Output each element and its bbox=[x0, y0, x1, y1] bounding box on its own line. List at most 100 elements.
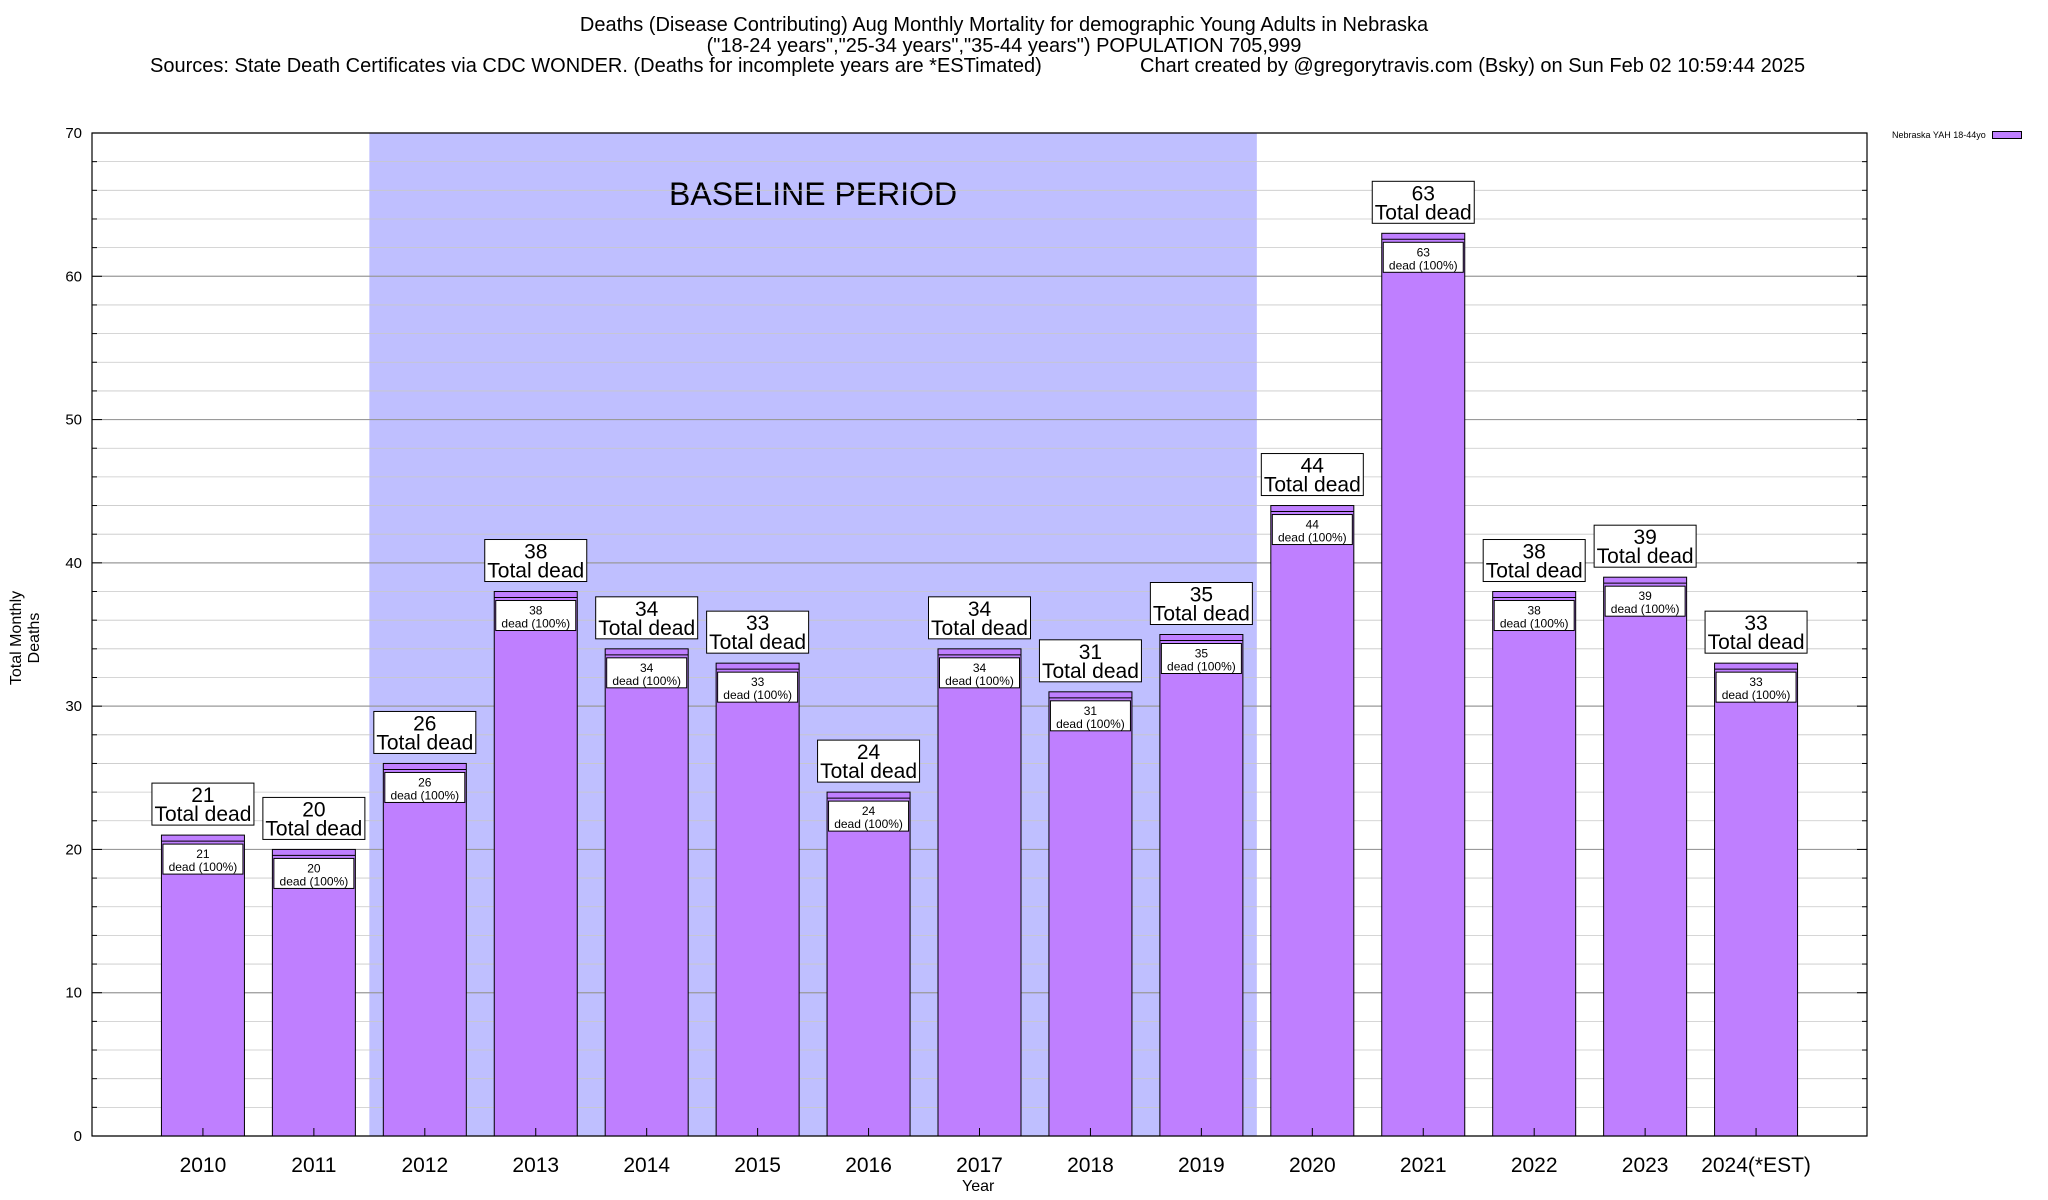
bar-total-label-box bbox=[262, 796, 366, 840]
bar-inner-label-box bbox=[1382, 241, 1464, 273]
bar-2013 bbox=[493, 591, 578, 1137]
bar-inner-value: 33 bbox=[751, 675, 765, 689]
x-tick-label: 2019 bbox=[1178, 1154, 1225, 1177]
bar-total-label: Total dead bbox=[1708, 631, 1805, 654]
bar-2011 bbox=[271, 848, 356, 1137]
chart-source-note: Sources: State Death Certificates via CD… bbox=[150, 55, 1042, 77]
bar-total-value: 35 bbox=[1190, 584, 1213, 607]
bar-inner-percent: dead (100%) bbox=[390, 788, 459, 802]
bar-inner-label-box bbox=[495, 600, 577, 632]
bar-total-label-box bbox=[151, 782, 255, 826]
bar-inner-value: 38 bbox=[1528, 604, 1542, 618]
x-tick-label: 2021 bbox=[1400, 1154, 1447, 1177]
bar-total-label-box bbox=[595, 596, 699, 640]
bar-total-label-box bbox=[1149, 582, 1253, 625]
bar-inner-percent: dead (100%) bbox=[1056, 717, 1125, 731]
bar-inner-value: 38 bbox=[529, 604, 543, 618]
bar-2023 bbox=[1603, 576, 1688, 1137]
bar-inner-value: 44 bbox=[1306, 518, 1320, 532]
bar-2018 bbox=[1048, 691, 1133, 1137]
bar-total-label-box bbox=[1260, 453, 1364, 497]
bar-inner-percent: dead (100%) bbox=[1722, 688, 1791, 702]
bar-inner-value: 24 bbox=[862, 804, 876, 818]
legend: Nebraska YAH 18-44yo bbox=[1892, 130, 2022, 140]
bar-total-label: Total dead bbox=[1597, 545, 1694, 568]
bar-inner-percent: dead (100%) bbox=[1167, 660, 1236, 674]
bar-total-value: 33 bbox=[1744, 612, 1767, 635]
bar-inner-label-box bbox=[1049, 700, 1131, 732]
y-tick-label: 10 bbox=[65, 985, 82, 1002]
bar-inner-percent: dead (100%) bbox=[834, 817, 903, 831]
bar-inner-percent: dead (100%) bbox=[1500, 617, 1569, 631]
bar-total-label-box bbox=[706, 610, 810, 654]
bar-inner-percent: dead (100%) bbox=[1611, 602, 1680, 616]
bar-total-label-box bbox=[928, 596, 1031, 640]
bar-total-label: Total dead bbox=[598, 617, 695, 640]
bar-total-label: Total dead bbox=[487, 560, 584, 583]
bar-total-label-box bbox=[1482, 539, 1586, 583]
bar-2015 bbox=[715, 662, 800, 1137]
bar-total-label: Total dead bbox=[1264, 474, 1361, 497]
bar-total-label: Total dead bbox=[820, 760, 917, 783]
x-tick-label: 2010 bbox=[180, 1154, 227, 1177]
bar-total-value: 34 bbox=[635, 598, 659, 621]
bar-total-value: 21 bbox=[191, 784, 214, 807]
bar-inner-label-box bbox=[939, 657, 1020, 689]
y-tick-label: 20 bbox=[65, 841, 82, 858]
bar-total-label-box bbox=[1038, 639, 1142, 683]
bar-total-label-box bbox=[1704, 610, 1808, 654]
bar-inner-label-box bbox=[1271, 514, 1353, 546]
chart-title-line-1: Deaths (Disease Contributing) Aug Monthl… bbox=[579, 14, 1429, 36]
bar-2022 bbox=[1492, 591, 1577, 1137]
bar-total-value: 39 bbox=[1633, 526, 1656, 549]
bar-total-value: 20 bbox=[302, 798, 325, 821]
y-axis-label: Total Monthly Deaths bbox=[8, 590, 43, 686]
bar-total-label-box bbox=[817, 739, 921, 783]
bar-inner-value: 34 bbox=[973, 661, 987, 675]
x-tick-label: 2015 bbox=[734, 1154, 781, 1177]
bar-inner-percent: dead (100%) bbox=[169, 860, 238, 874]
bar-total-label-box bbox=[484, 539, 588, 583]
y-tick-label: 30 bbox=[65, 698, 82, 715]
y-tick-label: 60 bbox=[65, 268, 82, 285]
bar-inner-label-box bbox=[1160, 643, 1242, 674]
bar-inner-value: 35 bbox=[1195, 647, 1209, 661]
x-tick-label: 2024(*EST) bbox=[1701, 1154, 1811, 1177]
legend-label: Nebraska YAH 18-44yo bbox=[1892, 130, 1986, 140]
bar-total-label-box bbox=[1593, 524, 1697, 568]
bar-total-value: 26 bbox=[413, 712, 436, 735]
bar-2024(*EST) bbox=[1714, 662, 1799, 1137]
bar-inner-label-box bbox=[828, 800, 910, 832]
bar-total-label: Total dead bbox=[1375, 201, 1472, 224]
x-axis-label: Year bbox=[962, 1178, 995, 1195]
bar-2016 bbox=[826, 791, 911, 1137]
x-tick-label: 2022 bbox=[1511, 1154, 1558, 1177]
bar-2021 bbox=[1381, 232, 1466, 1137]
bar-total-value: 38 bbox=[1523, 541, 1546, 564]
x-tick-label: 2020 bbox=[1289, 1154, 1336, 1177]
bar-inner-percent: dead (100%) bbox=[723, 688, 792, 702]
bar-2017 bbox=[937, 648, 1022, 1137]
bar-total-label: Total dead bbox=[265, 817, 362, 840]
bar-inner-label-box bbox=[273, 857, 355, 889]
bar-total-value: 34 bbox=[968, 598, 992, 621]
bar-inner-value: 26 bbox=[418, 775, 432, 789]
bar-total-label: Total dead bbox=[1486, 560, 1583, 583]
bar-total-value: 31 bbox=[1079, 641, 1102, 664]
bar-2019 bbox=[1159, 634, 1244, 1137]
bar-inner-label-box bbox=[1493, 600, 1575, 632]
x-tick-label: 2012 bbox=[401, 1154, 448, 1177]
x-tick-label: 2017 bbox=[956, 1154, 1003, 1177]
x-tick-label: 2016 bbox=[845, 1154, 892, 1177]
bar-total-label: Total dead bbox=[376, 731, 473, 754]
bar-inner-percent: dead (100%) bbox=[1389, 258, 1458, 272]
x-tick-label: 2018 bbox=[1067, 1154, 1114, 1177]
bar-total-value: 24 bbox=[857, 741, 881, 764]
bar-inner-label-box bbox=[717, 671, 799, 703]
bar-total-value: 63 bbox=[1412, 182, 1435, 205]
bar-total-label: Total dead bbox=[1042, 660, 1139, 683]
bar-total-label: Total dead bbox=[1153, 603, 1250, 626]
bar-inner-value: 31 bbox=[1084, 704, 1098, 718]
x-tick-label: 2011 bbox=[291, 1154, 336, 1177]
x-tick-label: 2013 bbox=[512, 1154, 559, 1177]
